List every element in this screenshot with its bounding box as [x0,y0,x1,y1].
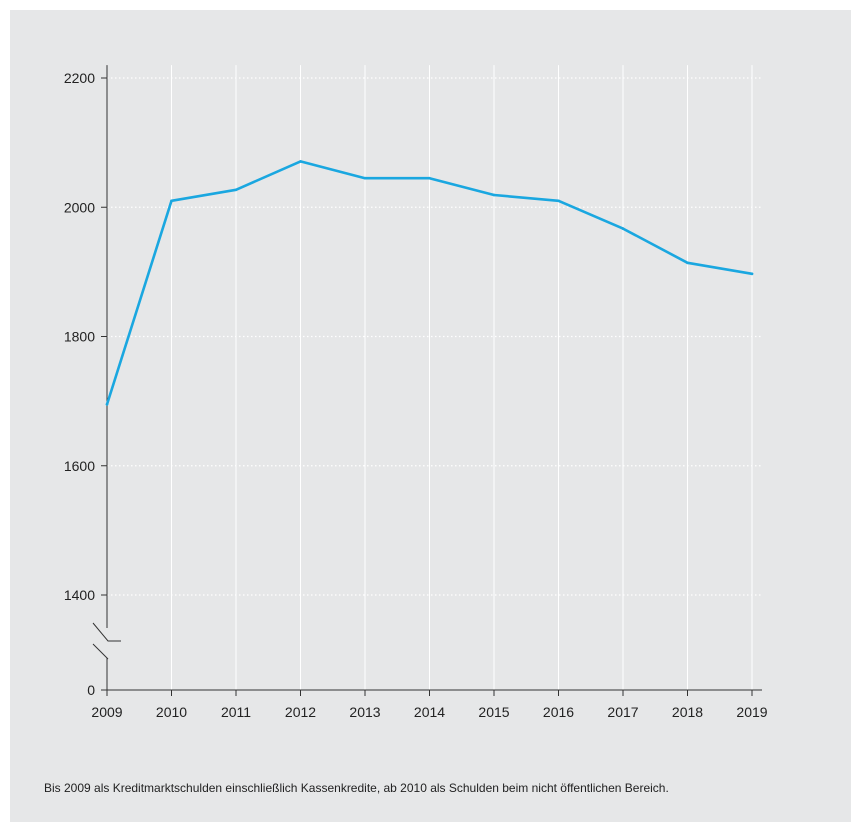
x-tick-label: 2010 [156,704,187,720]
data-point [557,199,560,203]
label-layer: 0 1400 1600 1800 2000 2200 2009 2010 2011 2012 201… [64,70,768,720]
data-point [299,160,302,163]
x-tick-label: 2009 [91,704,122,720]
y-tick-label: 2000 [64,199,95,215]
data-point [105,403,109,406]
axis-layer [92,65,762,696]
data-point [750,272,754,276]
x-tick-label: 2014 [414,704,445,720]
data-point [170,199,173,203]
y-tick-label: 1600 [64,458,95,474]
footnote: Bis 2009 als Kreditmarktschulden einschl… [44,781,669,795]
axis-break-lower [92,643,109,660]
x-tick-label: 2017 [607,704,638,720]
data-point [621,227,625,230]
y-tick-label: 0 [87,682,95,698]
x-tick-label: 2018 [672,704,703,720]
y-tick-label: 2200 [64,70,95,86]
y-tick-label: 1400 [64,587,95,603]
chart-panel: 0 1400 1600 1800 2000 2200 2009 2010 2011 2012 201… [10,10,851,822]
x-tick-label: 2011 [221,704,251,720]
data-point [234,188,238,192]
data-point [363,176,367,180]
data-point [428,176,431,180]
y-tick-label: 1800 [64,329,95,345]
axis-break-upper [92,622,121,642]
data-point [492,193,496,197]
line-chart: 0 1400 1600 1800 2000 2200 2009 2010 2011 2012 201… [64,65,768,720]
grid-layer [107,65,762,690]
x-tick-label: 2013 [349,704,380,720]
x-tick-label: 2016 [543,704,574,720]
x-tick-label: 2019 [736,704,767,720]
data-point [686,261,689,265]
series-layer [105,160,754,406]
x-tick-label: 2012 [285,704,316,720]
x-tick-label: 2015 [478,704,509,720]
